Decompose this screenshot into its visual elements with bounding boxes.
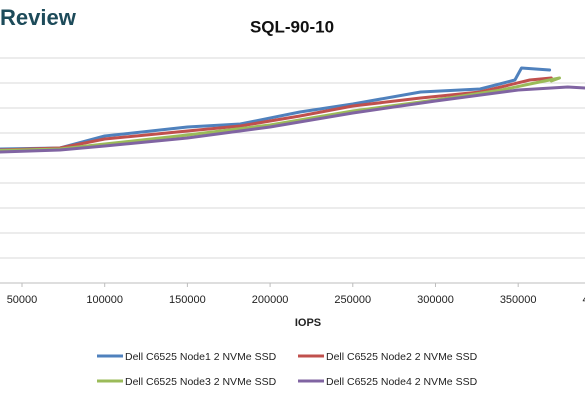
logo: Review: [0, 5, 77, 30]
x-tick-label: 250000: [334, 294, 371, 306]
legend-label: Dell C6525 Node2 2 NVMe SSD: [326, 351, 478, 363]
x-tick-label: 150000: [169, 294, 206, 306]
legend-label: Dell C6525 Node3 2 NVMe SSD: [125, 376, 277, 388]
x-tick-label: 100000: [86, 294, 123, 306]
x-tick-label: 50000: [7, 294, 38, 306]
legend-label: Dell C6525 Node1 2 NVMe SSD: [125, 351, 277, 363]
series-line: [0, 85, 585, 154]
grid: [0, 57, 585, 287]
x-tick-label: 400000: [583, 294, 585, 306]
series-line: [0, 76, 553, 152]
x-tick-label: 350000: [500, 294, 537, 306]
legend-label: Dell C6525 Node4 2 NVMe SSD: [326, 376, 478, 388]
x-tick-label: 300000: [417, 294, 454, 306]
x-axis-label: IOPS: [295, 317, 321, 329]
plot-lines: [0, 66, 585, 154]
x-tick-label: 200000: [252, 294, 289, 306]
chart-title: SQL-90-10: [250, 17, 334, 36]
legend: Dell C6525 Node1 2 NVMe SSD Dell C6525 No…: [97, 351, 478, 388]
series-line: [0, 66, 552, 151]
series-line: [0, 76, 561, 152]
